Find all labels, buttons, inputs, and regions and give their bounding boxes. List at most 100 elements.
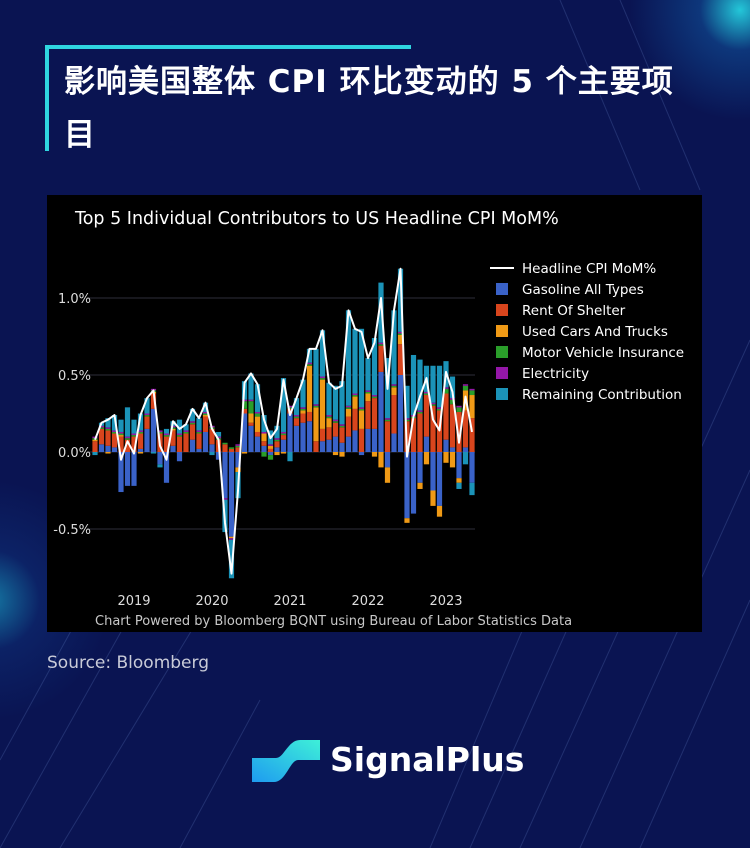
bar-motor-vehicle-insurance <box>157 431 163 434</box>
bar-gasoline-all-types <box>241 413 248 452</box>
bar-remaining-contribution <box>306 348 313 363</box>
bar-electricity <box>124 436 131 439</box>
bar-rent-of-shelter <box>228 448 235 452</box>
bar-gasoline-all-types <box>345 436 352 452</box>
bar-rent-of-shelter <box>209 428 215 445</box>
bar-motor-vehicle-insurance <box>176 435 183 437</box>
bar-electricity <box>358 407 365 409</box>
x-tick-label: 2023 <box>429 594 462 609</box>
bar-gasoline-all-types <box>293 425 300 452</box>
bar-used-cars-and-trucks <box>358 410 365 429</box>
bar-gasoline-all-types <box>391 433 397 452</box>
page-title: 影响美国整体 CPI 环比变动的 5 个主要项目 <box>64 64 674 153</box>
bar-motor-vehicle-insurance <box>183 431 189 434</box>
bar-rent-of-shelter <box>319 428 326 442</box>
bar-remaining-contribution <box>105 418 111 428</box>
bar-rent-of-shelter <box>443 393 449 440</box>
bar-used-cars-and-trucks <box>326 418 332 428</box>
bar-electricity <box>196 430 202 432</box>
bar-motor-vehicle-insurance <box>196 431 202 434</box>
bar-motor-vehicle-insurance <box>267 455 274 460</box>
chart-title: Top 5 Individual Contributors to US Head… <box>74 209 559 229</box>
bar-rent-of-shelter <box>462 410 469 448</box>
bar-remaining-contribution <box>137 413 144 431</box>
bar-rent-of-shelter <box>261 441 267 446</box>
legend-swatch <box>496 388 508 400</box>
bar-rent-of-shelter <box>352 408 358 431</box>
legend-label: Gasoline All Types <box>522 282 644 298</box>
bar-gasoline-all-types <box>261 445 267 452</box>
bar-remaining-contribution <box>300 379 306 408</box>
bar-rent-of-shelter <box>339 427 345 443</box>
legend-swatch <box>496 283 508 295</box>
bar-electricity <box>293 415 300 417</box>
bar-rent-of-shelter <box>150 393 157 409</box>
bar-used-cars-and-trucks <box>378 452 384 468</box>
bar-gasoline-all-types <box>111 447 118 452</box>
bar-gasoline-all-types <box>235 452 241 468</box>
bar-gasoline-all-types <box>118 452 124 493</box>
bar-motor-vehicle-insurance <box>163 435 170 437</box>
bar-remaining-contribution <box>196 418 202 431</box>
bar-gasoline-all-types <box>365 428 371 452</box>
bar-rent-of-shelter <box>105 430 111 446</box>
bar-used-cars-and-trucks <box>456 478 462 483</box>
bar-motor-vehicle-insurance <box>105 428 111 431</box>
bar-rent-of-shelter <box>176 436 183 452</box>
bar-motor-vehicle-insurance <box>202 413 209 416</box>
bar-rent-of-shelter <box>98 428 105 445</box>
bar-motor-vehicle-insurance <box>131 435 137 437</box>
bar-motor-vehicle-insurance <box>384 419 391 422</box>
bar-electricity <box>98 425 105 428</box>
bar-used-cars-and-trucks <box>443 452 449 463</box>
bar-electricity <box>300 407 306 409</box>
bar-electricity <box>183 430 189 432</box>
bar-rent-of-shelter <box>183 433 189 452</box>
bar-gasoline-all-types <box>371 428 378 452</box>
bar-gasoline-all-types <box>254 436 261 452</box>
bar-rent-of-shelter <box>222 444 228 452</box>
bar-electricity <box>222 498 228 500</box>
bar-electricity <box>131 433 137 436</box>
bar-remaining-contribution <box>189 408 196 422</box>
bar-electricity <box>456 405 462 408</box>
bar-motor-vehicle-insurance <box>423 393 430 396</box>
x-tick-label: 2020 <box>195 594 228 609</box>
bar-used-cars-and-trucks <box>254 416 261 432</box>
brand-name: SignalPlus <box>330 740 525 779</box>
bar-remaining-contribution <box>352 328 358 394</box>
bar-rent-of-shelter <box>456 411 462 452</box>
bar-gasoline-all-types <box>170 445 176 452</box>
bar-rent-of-shelter <box>254 431 261 437</box>
bar-remaining-contribution <box>118 419 124 432</box>
bar-used-cars-and-trucks <box>92 439 98 442</box>
bar-remaining-contribution <box>332 385 339 420</box>
bar-rent-of-shelter <box>358 428 365 452</box>
bar-gasoline-all-types <box>150 408 157 452</box>
bar-rent-of-shelter <box>365 401 371 429</box>
bar-remaining-contribution <box>209 452 215 456</box>
bar-motor-vehicle-insurance <box>430 404 436 406</box>
signalplus-logo: SignalPlus <box>250 736 524 786</box>
bar-used-cars-and-trucks <box>105 452 111 454</box>
bar-used-cars-and-trucks <box>404 518 410 523</box>
bar-motor-vehicle-insurance <box>293 416 300 419</box>
bar-gasoline-all-types <box>124 452 131 486</box>
bar-motor-vehicle-insurance <box>280 433 287 436</box>
bar-gasoline-all-types <box>267 452 274 456</box>
bar-gasoline-all-types <box>189 439 196 452</box>
bar-used-cars-and-trucks <box>345 408 352 417</box>
bar-remaining-contribution <box>319 330 326 377</box>
bar-rent-of-shelter <box>248 422 254 426</box>
bar-gasoline-all-types <box>137 448 144 452</box>
bar-gasoline-all-types <box>443 439 449 452</box>
bar-rent-of-shelter <box>111 433 118 448</box>
title-bracket-left <box>45 45 49 151</box>
bar-motor-vehicle-insurance <box>462 385 469 391</box>
legend-label: Used Cars And Trucks <box>522 324 668 340</box>
bar-motor-vehicle-insurance <box>371 396 378 399</box>
y-tick-label: -0.5% <box>53 523 91 538</box>
bar-motor-vehicle-insurance <box>254 413 261 417</box>
bar-remaining-contribution <box>280 378 287 432</box>
bar-electricity <box>397 331 404 334</box>
